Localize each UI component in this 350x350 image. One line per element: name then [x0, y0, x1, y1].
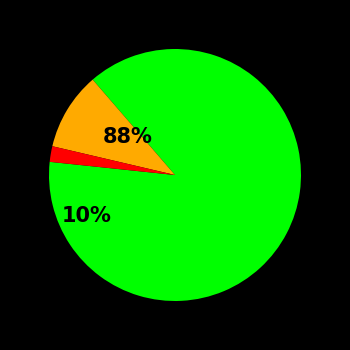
Wedge shape	[52, 79, 175, 175]
Wedge shape	[49, 49, 301, 301]
Wedge shape	[50, 146, 175, 175]
Text: 10%: 10%	[62, 206, 112, 226]
Text: 88%: 88%	[103, 127, 153, 147]
